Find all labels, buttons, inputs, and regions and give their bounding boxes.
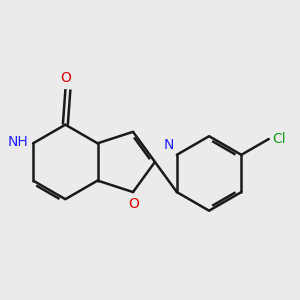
Text: NH: NH bbox=[8, 135, 29, 149]
Text: Cl: Cl bbox=[272, 132, 286, 146]
Text: O: O bbox=[60, 71, 71, 85]
Text: N: N bbox=[163, 138, 174, 152]
Text: O: O bbox=[129, 197, 140, 211]
